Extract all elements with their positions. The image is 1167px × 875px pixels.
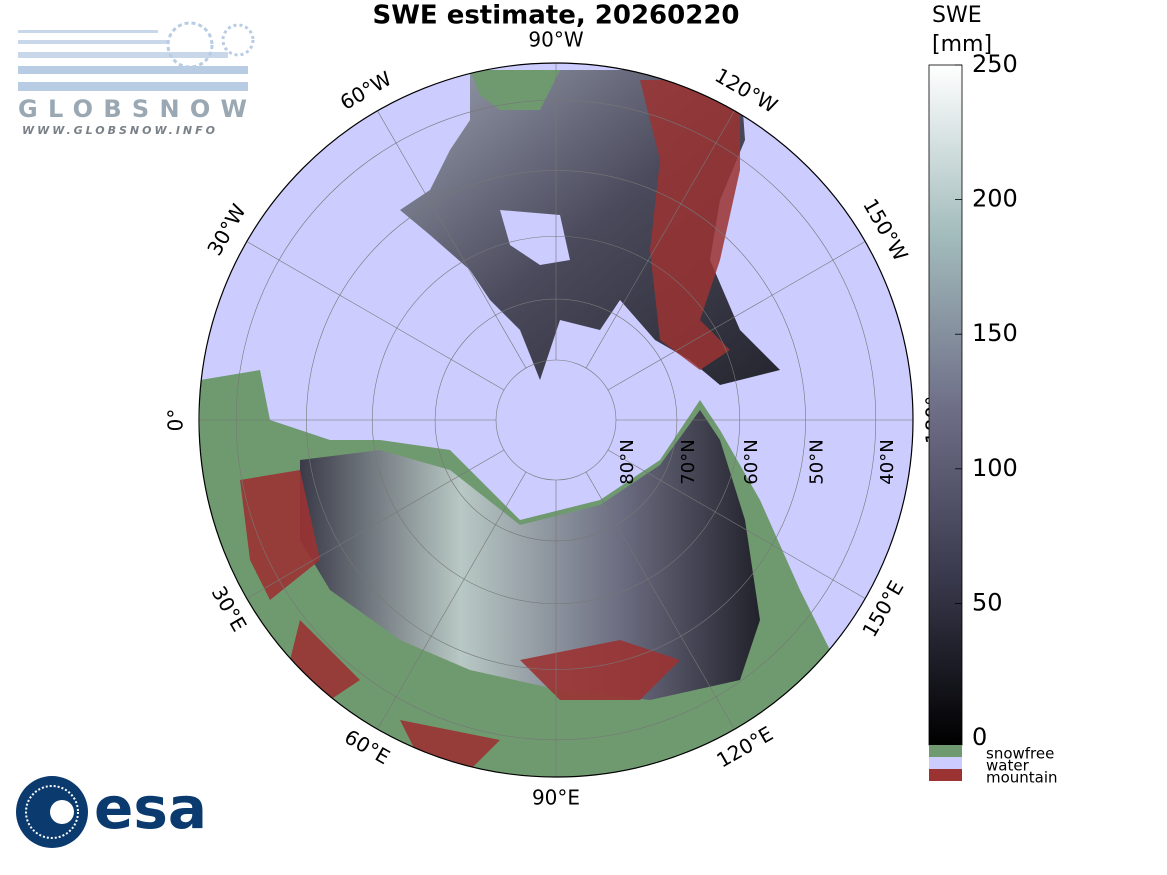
colorbar-tick-label: 250 [972, 50, 1018, 78]
esa-text: esa [94, 774, 207, 842]
colorbar-tick-label: 0 [972, 723, 987, 751]
meridian [607, 449, 866, 599]
latitude-label: 80°N [617, 439, 638, 484]
meridian [585, 471, 735, 730]
map-border [198, 62, 914, 778]
meridian [607, 241, 866, 391]
meridian [246, 241, 505, 391]
meridian [246, 449, 505, 599]
longitude-label: 90°E [532, 786, 580, 810]
latitude-label: 70°N [678, 439, 699, 484]
latitude-label: 50°N [807, 439, 828, 484]
legend-label: snowfree [986, 745, 1054, 763]
colorbar-tick-label: 150 [972, 319, 1018, 347]
legend-label: water [986, 757, 1030, 775]
legend-swatch [929, 769, 962, 781]
meridian [377, 110, 527, 369]
legend-label: mountain [986, 769, 1058, 787]
esa-logo: esa [16, 774, 207, 848]
colorbar-label: [mm] [932, 32, 992, 57]
globsnow-logo: GLOBSNOW WWW.GLOBSNOW.INFO [18, 21, 255, 137]
latitude-label: 40°N [877, 439, 898, 484]
meridian [377, 471, 527, 730]
meridian [585, 110, 735, 369]
longitude-label: 90°W [528, 28, 583, 52]
globsnow-text: GLOBSNOW [18, 95, 250, 123]
globsnow-url: WWW.GLOBSNOW.INFO [22, 124, 218, 137]
colorbar-tick-label: 50 [972, 588, 1003, 616]
colorbar-tick-label: 100 [972, 454, 1018, 482]
latitude-label: 60°N [741, 439, 762, 484]
polar-map: 80°N 70°N 60°N 50°N 40°N 0°30°E60°E90°E120°E… [164, 28, 946, 810]
colorbar-tick-label: 200 [972, 185, 1018, 213]
colorbar-label: SWE [932, 3, 982, 28]
graticule: 80°N 70°N 60°N 50°N 40°N [199, 63, 913, 777]
colorbar-gradient [928, 64, 963, 746]
legend-swatch [929, 745, 962, 757]
longitude-label: 0° [164, 409, 188, 432]
colorbar-ticks: 0 50 100 150 200 250 [955, 50, 1018, 751]
map-title: SWE estimate, 20260220 [372, 1, 739, 31]
land [200, 70, 830, 777]
colorbar: SWE [mm] 0 50 100 150 200 250 snowfreewatermo… [928, 3, 1058, 787]
legend-swatch [929, 757, 962, 769]
